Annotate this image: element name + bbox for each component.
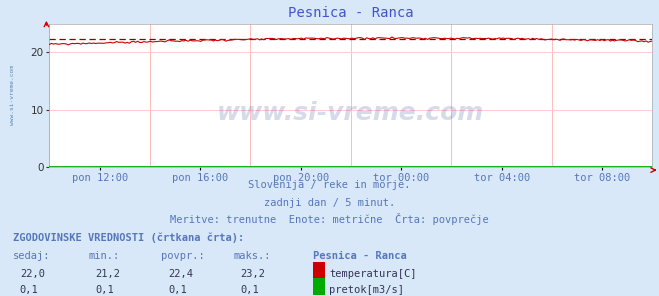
Text: maks.:: maks.: — [234, 251, 272, 261]
Text: Pesnica - Ranca: Pesnica - Ranca — [313, 251, 407, 261]
Text: 21,2: 21,2 — [96, 269, 121, 279]
Text: pretok[m3/s]: pretok[m3/s] — [330, 285, 405, 295]
Text: Meritve: trenutne  Enote: metrične  Črta: povprečje: Meritve: trenutne Enote: metrične Črta: … — [170, 213, 489, 226]
Text: min.:: min.: — [89, 251, 120, 261]
Text: 22,4: 22,4 — [168, 269, 193, 279]
Text: zadnji dan / 5 minut.: zadnji dan / 5 minut. — [264, 198, 395, 208]
Text: 0,1: 0,1 — [20, 285, 38, 295]
Title: Pesnica - Ranca: Pesnica - Ranca — [288, 6, 414, 20]
Text: 0,1: 0,1 — [96, 285, 114, 295]
Text: Slovenija / reke in morje.: Slovenija / reke in morje. — [248, 180, 411, 190]
Text: 0,1: 0,1 — [241, 285, 259, 295]
Text: ZGODOVINSKE VREDNOSTI (črtkana črta):: ZGODOVINSKE VREDNOSTI (črtkana črta): — [13, 233, 244, 243]
Text: temperatura[C]: temperatura[C] — [330, 269, 417, 279]
Text: 0,1: 0,1 — [168, 285, 186, 295]
Text: sedaj:: sedaj: — [13, 251, 51, 261]
Text: www.si-vreme.com: www.si-vreme.com — [9, 65, 14, 126]
Text: 22,0: 22,0 — [20, 269, 45, 279]
Text: 23,2: 23,2 — [241, 269, 266, 279]
Text: povpr.:: povpr.: — [161, 251, 205, 261]
Text: www.si-vreme.com: www.si-vreme.com — [217, 101, 484, 125]
